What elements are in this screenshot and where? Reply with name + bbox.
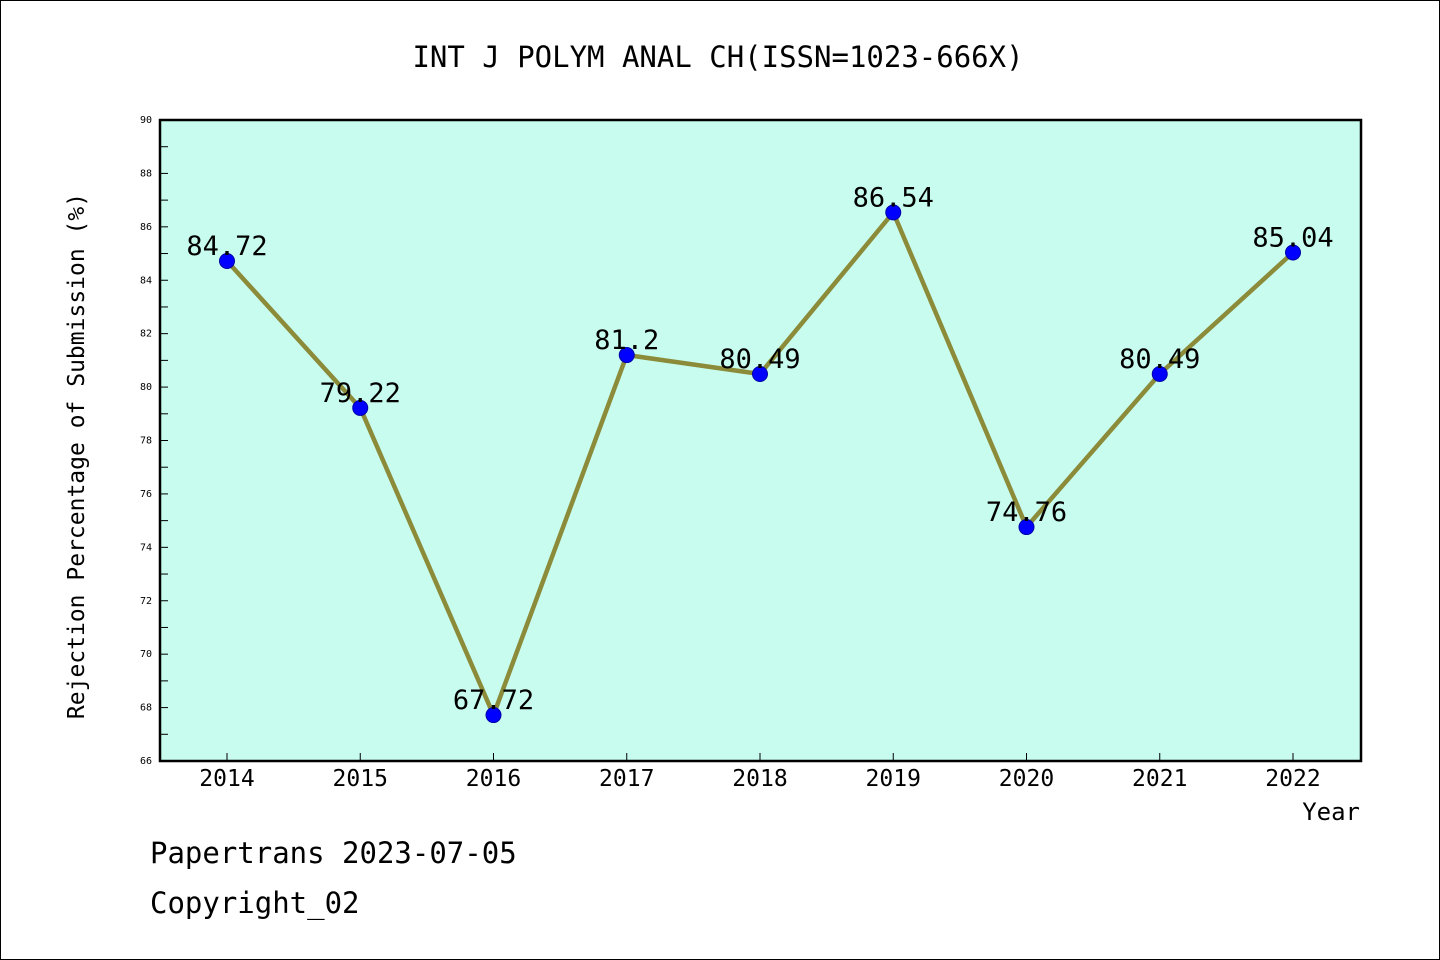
- data-label: 86.54: [853, 182, 934, 213]
- x-axis-label: Year: [1302, 798, 1360, 826]
- x-tick-label: 2014: [199, 766, 254, 792]
- data-point: [352, 399, 369, 416]
- data-label: 79.22: [320, 378, 401, 409]
- y-axis: 66 68 70 72 74 76 78 80 82 84 86 88 90: [140, 115, 168, 767]
- x-tick-label: 2020: [999, 766, 1054, 792]
- data-point: [485, 707, 502, 724]
- data-label: 81.2: [594, 325, 659, 356]
- y-tick-label: 68: [140, 703, 152, 714]
- y-tick-label: 86: [140, 222, 152, 233]
- x-tick-label: 2018: [732, 766, 787, 792]
- x-tick-label: 2016: [466, 766, 521, 792]
- data-point: [219, 253, 235, 270]
- y-tick-label: 90: [140, 115, 152, 126]
- y-tick-label: 72: [140, 596, 152, 607]
- y-tick-label: 76: [140, 489, 152, 500]
- data-label: 85.04: [1252, 222, 1333, 253]
- chart-title: INT J POLYM ANAL CH(ISSN=1023-666X): [412, 40, 1023, 74]
- y-tick-label: 66: [140, 756, 152, 767]
- data-label: 84.72: [186, 231, 267, 262]
- y-tick-label: 78: [140, 436, 152, 447]
- footer-date: Papertrans 2023-07-05: [150, 836, 517, 870]
- data-point: [885, 204, 902, 221]
- y-tick-label: 80: [140, 382, 152, 393]
- y-tick-label: 88: [140, 168, 152, 179]
- y-axis-label: Rejection Percentage of Submission (%): [64, 193, 90, 719]
- data-point: [1018, 519, 1035, 536]
- data-point: [618, 347, 635, 364]
- x-tick-label: 2015: [333, 766, 388, 792]
- data-point: [1151, 365, 1168, 382]
- x-tick-label: 2019: [866, 766, 921, 792]
- y-tick-label: 82: [140, 329, 152, 340]
- footer-copyright: Copyright_02: [150, 886, 360, 920]
- x-tick-label: 2017: [599, 766, 654, 792]
- data-label: 80.49: [719, 344, 800, 375]
- y-tick-label: 74: [140, 542, 152, 553]
- data-label: 74.76: [986, 497, 1067, 528]
- x-tick-label: 2022: [1265, 766, 1320, 792]
- x-tick-label: 2021: [1132, 766, 1187, 792]
- data-point: [1285, 244, 1301, 261]
- x-axis: 2014 2015 2016 2017 2018 2019 2020 2021 2022: [199, 753, 1321, 792]
- y-tick-label: 70: [140, 649, 152, 660]
- data-labels: 84.72 79.22 67.72 81.2 80.49 86.54 74.76 80.49 8…: [186, 182, 1333, 716]
- data-label: 67.72: [453, 685, 534, 716]
- data-point: [752, 365, 768, 382]
- data-label: 80.49: [1119, 344, 1200, 375]
- series-group: [219, 204, 1301, 724]
- y-tick-label: 84: [140, 275, 152, 286]
- plot-area: [158, 118, 1363, 763]
